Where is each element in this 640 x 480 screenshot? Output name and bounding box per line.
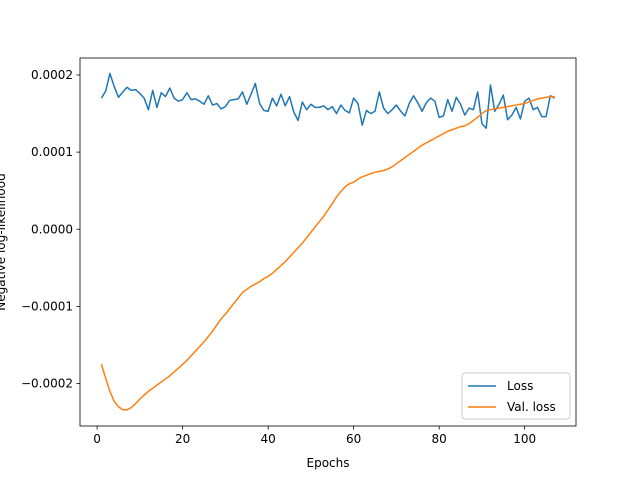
legend: Loss Val. loss	[461, 372, 571, 420]
x-tick-label: 80	[432, 432, 447, 446]
legend-label-val-loss: Val. loss	[507, 400, 556, 414]
y-axis-label: Negative log-likelihood	[0, 173, 8, 310]
series-line-val-loss	[100, 95, 555, 411]
y-tick-label: 0.0000	[31, 222, 73, 236]
x-tick-label: 60	[346, 432, 361, 446]
x-tick-label: 40	[260, 432, 275, 446]
plot-frame	[79, 57, 577, 427]
y-tick-label: −0.0002	[21, 377, 73, 391]
legend-label-loss: Loss	[507, 379, 533, 393]
y-tick-label: −0.0001	[21, 299, 73, 313]
y-tick-label: 0.0002	[31, 68, 73, 82]
x-axis-label: Epochs	[307, 456, 350, 470]
y-tick-label: 0.0001	[31, 145, 73, 159]
plot-area	[100, 72, 555, 411]
x-tick-label: 0	[93, 432, 101, 446]
axis-ticks: 0 20 40 60 80 100 −0.0002 −0.0001 0.0000 0.0001 0.…	[21, 68, 536, 446]
x-tick-label: 100	[513, 432, 536, 446]
x-tick-label: 20	[175, 432, 190, 446]
series-line-loss	[100, 72, 555, 129]
